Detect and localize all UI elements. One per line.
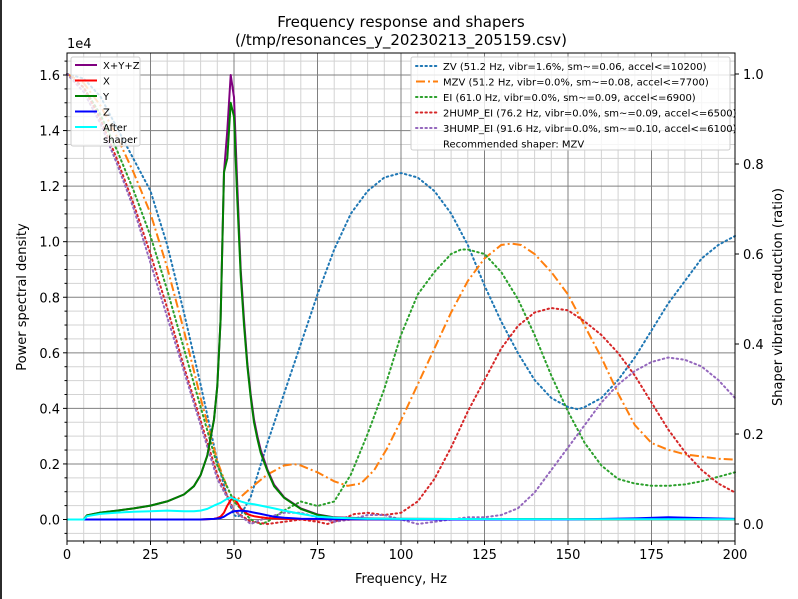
y-tick-label: 1.0 [39, 236, 60, 251]
legend-shapers: ZV (51.2 Hz, vibr=1.6%, sm~=0.06, accel<… [410, 56, 737, 151]
y2-tick-label: 1.0 [743, 68, 764, 83]
y2-tick-label: 0.0 [743, 518, 764, 533]
shaper-line-mzv [66, 73, 736, 503]
legend-recommended-note: Recommended shaper: MZV [443, 140, 584, 151]
y-tick-label: 0.8 [39, 291, 60, 306]
x-tick-label: 175 [639, 548, 664, 563]
legend-label: X+Y+Z [103, 61, 140, 72]
psd-line-after-shaper [67, 496, 735, 521]
legend-label: After [103, 123, 128, 134]
x-tick-label: 125 [472, 548, 497, 563]
y2-tick-label: 0.6 [743, 248, 764, 263]
y2-tick-label: 0.4 [743, 338, 764, 353]
y2-axis-ticks: 0.0 0.2 0.4 0.6 0.8 1.0 [735, 68, 764, 533]
y-tick-label: 1.2 [39, 180, 60, 195]
grid-major [67, 53, 735, 541]
y-tick-label: 0.4 [39, 402, 60, 417]
x-tick-label: 150 [556, 548, 581, 563]
legend-label: X [103, 77, 110, 88]
x-tick-label: 100 [389, 548, 414, 563]
y-tick-label: 1.6 [39, 69, 60, 84]
legend-label: shaper [103, 135, 138, 146]
legend-label: EI (61.0 Hz, vibr=0.0%, sm~=0.09, accel<… [443, 93, 696, 104]
chart-subtitle: (/tmp/resonances_y_20230213_205159.csv) [235, 31, 567, 50]
y-offset-label: 1e4 [67, 37, 92, 52]
y-tick-label: 0.0 [39, 514, 60, 529]
shaper-line-ei [66, 73, 736, 526]
chart-title: Frequency response and shapers [277, 13, 525, 31]
y-tick-label: 0.6 [39, 347, 60, 362]
y-tick-label: 0.2 [39, 458, 60, 473]
psd-curves [67, 74, 736, 521]
psd-line-y [67, 101, 735, 521]
y-axis-ticks: 0.0 0.2 0.4 0.6 0.8 1.0 1.2 1.4 1.6 [39, 60, 67, 534]
x-tick-label: 25 [142, 548, 159, 563]
legend-label: Z [103, 108, 110, 119]
shaper-line-zv [66, 73, 736, 518]
legend-label: 2HUMP_EI (76.2 Hz, vibr=0.0%, sm~=0.09, … [443, 109, 737, 120]
legend-label: Y [102, 92, 110, 103]
y2-axis-label: Shaper vibration reduction (ratio) [771, 188, 786, 406]
y2-tick-label: 0.8 [743, 158, 764, 173]
legend-label: MZV (51.2 Hz, vibr=0.0%, sm~=0.08, accel… [443, 78, 709, 89]
shaper-line-2hump_ei [66, 73, 736, 526]
x-tick-label: 50 [226, 548, 243, 563]
x-tick-label: 200 [723, 548, 748, 563]
x-axis-label: Frequency, Hz [355, 572, 447, 587]
y2-tick-label: 0.2 [743, 428, 764, 443]
shaper-line-3hump_ei [66, 73, 736, 526]
x-tick-label: 75 [309, 548, 326, 563]
y-axis-label: Power spectral density [15, 223, 30, 371]
x-tick-label: 0 [63, 548, 71, 563]
legend-label: 3HUMP_EI (91.6 Hz, vibr=0.0%, sm~=0.10, … [443, 124, 737, 135]
window-left-border [0, 0, 2, 599]
shaper-curves [66, 73, 736, 526]
legend-label: ZV (51.2 Hz, vibr=1.6%, sm~=0.06, accel<… [443, 62, 707, 73]
x-axis-ticks: 0 25 50 75 100 125 150 175 200 [63, 541, 748, 563]
y-tick-label: 1.4 [39, 125, 60, 140]
